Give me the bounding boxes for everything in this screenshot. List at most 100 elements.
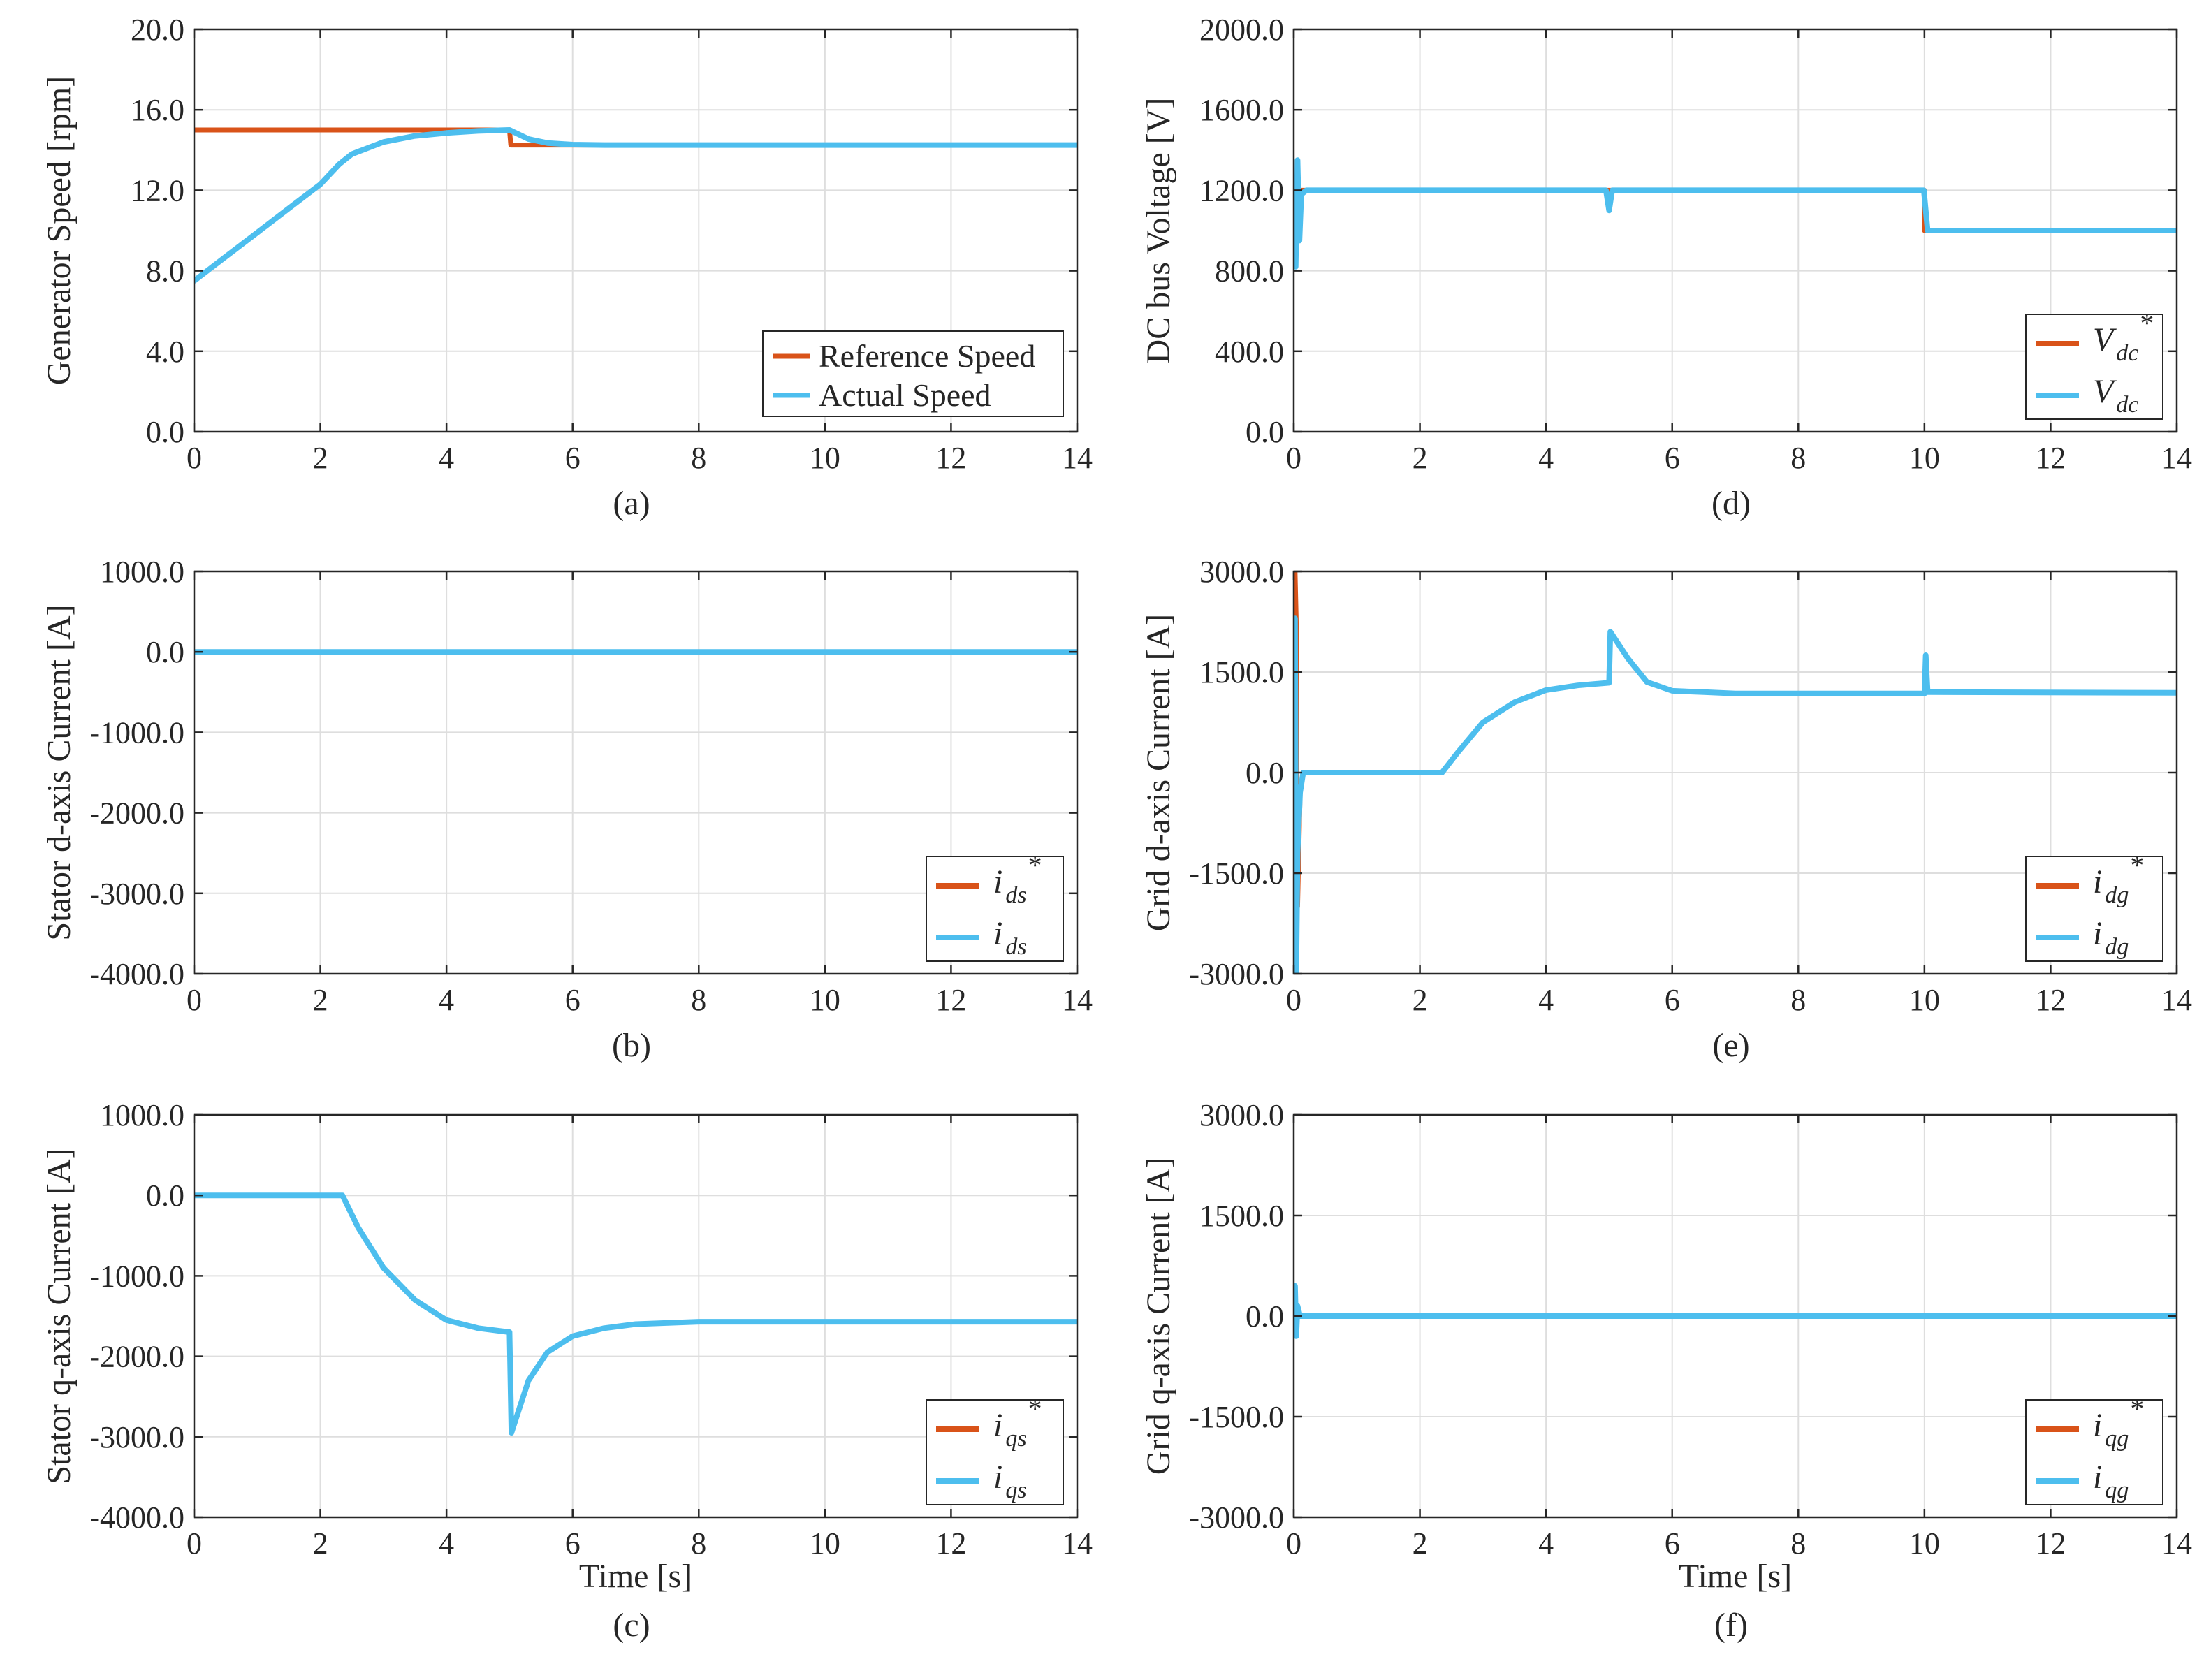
- panel-f: 0 2 4 6 8 10 12 14 -3000.0 -1500.0 0.0 1500.0 3000.0…: [1140, 1098, 2192, 1644]
- y-tick-label: 16.0: [131, 93, 184, 127]
- x-tick-label: 10: [1909, 1526, 1940, 1561]
- y-tick-label: -3000.0: [89, 877, 184, 911]
- panel-caption: (a): [613, 485, 650, 522]
- x-tick-label: 14: [2161, 983, 2192, 1017]
- series-line-actual: [194, 1192, 1077, 1436]
- legend: i qs* i qs: [926, 1393, 1064, 1505]
- x-tick-label: 4: [1538, 983, 1554, 1017]
- y-tick-label: 1200.0: [1199, 173, 1284, 207]
- legend-box: [2025, 1399, 2163, 1505]
- legend-label: i dg*: [2093, 849, 2144, 908]
- y-tick-label: -2000.0: [89, 796, 184, 831]
- legend-label: i ds: [993, 915, 1027, 960]
- y-tick-label: 1500.0: [1199, 655, 1284, 689]
- x-tick-label: 0: [1286, 1526, 1301, 1561]
- y-axis-label: Grid d-axis Current [A]: [1140, 614, 1177, 932]
- legend-label: Actual Speed: [819, 377, 991, 413]
- x-axis-label: Time [s]: [1679, 1558, 1792, 1595]
- panel-b: 0 2 4 6 8 10 12 14 -4000.0 -3000.0 -2000.0 -1000.0 0…: [41, 555, 1093, 1064]
- panel-e: 0 2 4 6 8 10 12 14 -3000.0 -1500.0 0.0 1500.0 3000.0…: [1140, 555, 2192, 1064]
- panel-caption: (c): [613, 1607, 650, 1644]
- x-tick-label: 10: [810, 441, 840, 475]
- y-tick-label: -3000.0: [1189, 957, 1284, 991]
- y-tick-label: 0.0: [146, 635, 184, 669]
- x-tick-label: 8: [691, 441, 706, 475]
- panel-a: 0 2 4 6 8 10 12 14 0.0 4.0 8.0 12.0 16.0 20.0 Generato…: [41, 13, 1093, 522]
- legend: i dg* i dg: [2025, 849, 2163, 962]
- x-tick-label: 2: [1413, 1526, 1428, 1561]
- x-tick-label: 14: [2161, 441, 2192, 475]
- x-tick-label: 12: [2035, 983, 2066, 1017]
- y-tick-label: 1500.0: [1199, 1199, 1284, 1233]
- y-tick-label: 3000.0: [1199, 555, 1284, 589]
- x-tick-label: 10: [810, 983, 840, 1017]
- y-tick-label: -1500.0: [1189, 1400, 1284, 1434]
- x-tick-label: 4: [439, 441, 454, 475]
- y-axis-label: Grid q-axis Current [A]: [1140, 1157, 1177, 1475]
- y-tick-label: -1000.0: [89, 1259, 184, 1293]
- x-tick-label: 8: [1790, 441, 1806, 475]
- y-tick-label: 3000.0: [1199, 1098, 1284, 1132]
- series-line-actual: [1294, 615, 2177, 974]
- x-tick-label: 12: [935, 1526, 966, 1561]
- panel-caption: (d): [1712, 485, 1751, 522]
- legend: i ds* i ds: [926, 849, 1064, 962]
- x-tick-label: 6: [565, 441, 581, 475]
- legend-box: [762, 330, 1064, 417]
- y-tick-label: 0.0: [146, 415, 184, 449]
- x-tick-label: 2: [1413, 441, 1428, 475]
- x-tick-label: 2: [313, 441, 328, 475]
- x-tick-label: 8: [691, 1526, 706, 1561]
- y-tick-label: 1000.0: [100, 555, 184, 589]
- x-tick-label: 0: [1286, 983, 1301, 1017]
- legend-label: i qg: [2093, 1459, 2129, 1503]
- x-tick-label: 0: [187, 1526, 202, 1561]
- y-axis-label: DC bus Voltage [V]: [1140, 98, 1177, 364]
- x-tick-label: 0: [187, 441, 202, 475]
- x-tick-label: 4: [1538, 1526, 1554, 1561]
- axes-box: [193, 570, 1079, 975]
- x-tick-label: 10: [810, 1526, 840, 1561]
- legend-label: Reference Speed: [819, 338, 1035, 374]
- panel-c: 0 2 4 6 8 10 12 14 -4000.0 -3000.0 -2000.0 -1000.0 0…: [41, 1098, 1093, 1644]
- legend-box: [2025, 314, 2163, 420]
- series-line-actual: [1294, 1283, 2177, 1339]
- x-tick-label: 6: [1665, 1526, 1680, 1561]
- y-tick-label: 12.0: [131, 173, 184, 207]
- y-tick-label: 0.0: [1246, 756, 1284, 790]
- x-tick-label: 14: [1062, 983, 1093, 1017]
- x-tick-label: 0: [187, 983, 202, 1017]
- legend-box: [926, 856, 1064, 962]
- panel-d: 0 2 4 6 8 10 12 14 0.0 400.0 800.0 1200.0 1600.0 2000…: [1140, 13, 2192, 522]
- x-tick-label: 12: [935, 441, 966, 475]
- y-tick-label: -3000.0: [1189, 1500, 1284, 1535]
- x-axis-label: Time [s]: [579, 1558, 692, 1595]
- x-tick-label: 4: [439, 1526, 454, 1561]
- y-tick-label: 20.0: [131, 13, 184, 47]
- x-tick-label: 2: [313, 983, 328, 1017]
- x-tick-label: 6: [565, 983, 581, 1017]
- panel-caption: (f): [1714, 1607, 1748, 1644]
- x-tick-label: 12: [935, 983, 966, 1017]
- legend-label: i qs*: [993, 1393, 1042, 1452]
- legend-box: [926, 1399, 1064, 1505]
- series-line-actual: [1294, 157, 2177, 270]
- x-tick-label: 14: [1062, 1526, 1093, 1561]
- y-axis-label: Stator d-axis Current [A]: [41, 604, 78, 940]
- x-tick-label: 2: [1413, 983, 1428, 1017]
- x-tick-label: 10: [1909, 441, 1940, 475]
- legend: i qg* i qg: [2025, 1393, 2163, 1505]
- y-tick-label: 0.0: [1246, 1299, 1284, 1334]
- series-line-actual: [194, 127, 1077, 284]
- x-tick-label: 2: [313, 1526, 328, 1561]
- axes-box: [1292, 28, 2178, 433]
- y-tick-label: -4000.0: [89, 957, 184, 991]
- legend-label: i qg*: [2093, 1393, 2144, 1452]
- x-tick-label: 4: [439, 983, 454, 1017]
- y-tick-label: 4.0: [146, 335, 184, 369]
- y-axis-label: Stator q-axis Current [A]: [41, 1148, 78, 1484]
